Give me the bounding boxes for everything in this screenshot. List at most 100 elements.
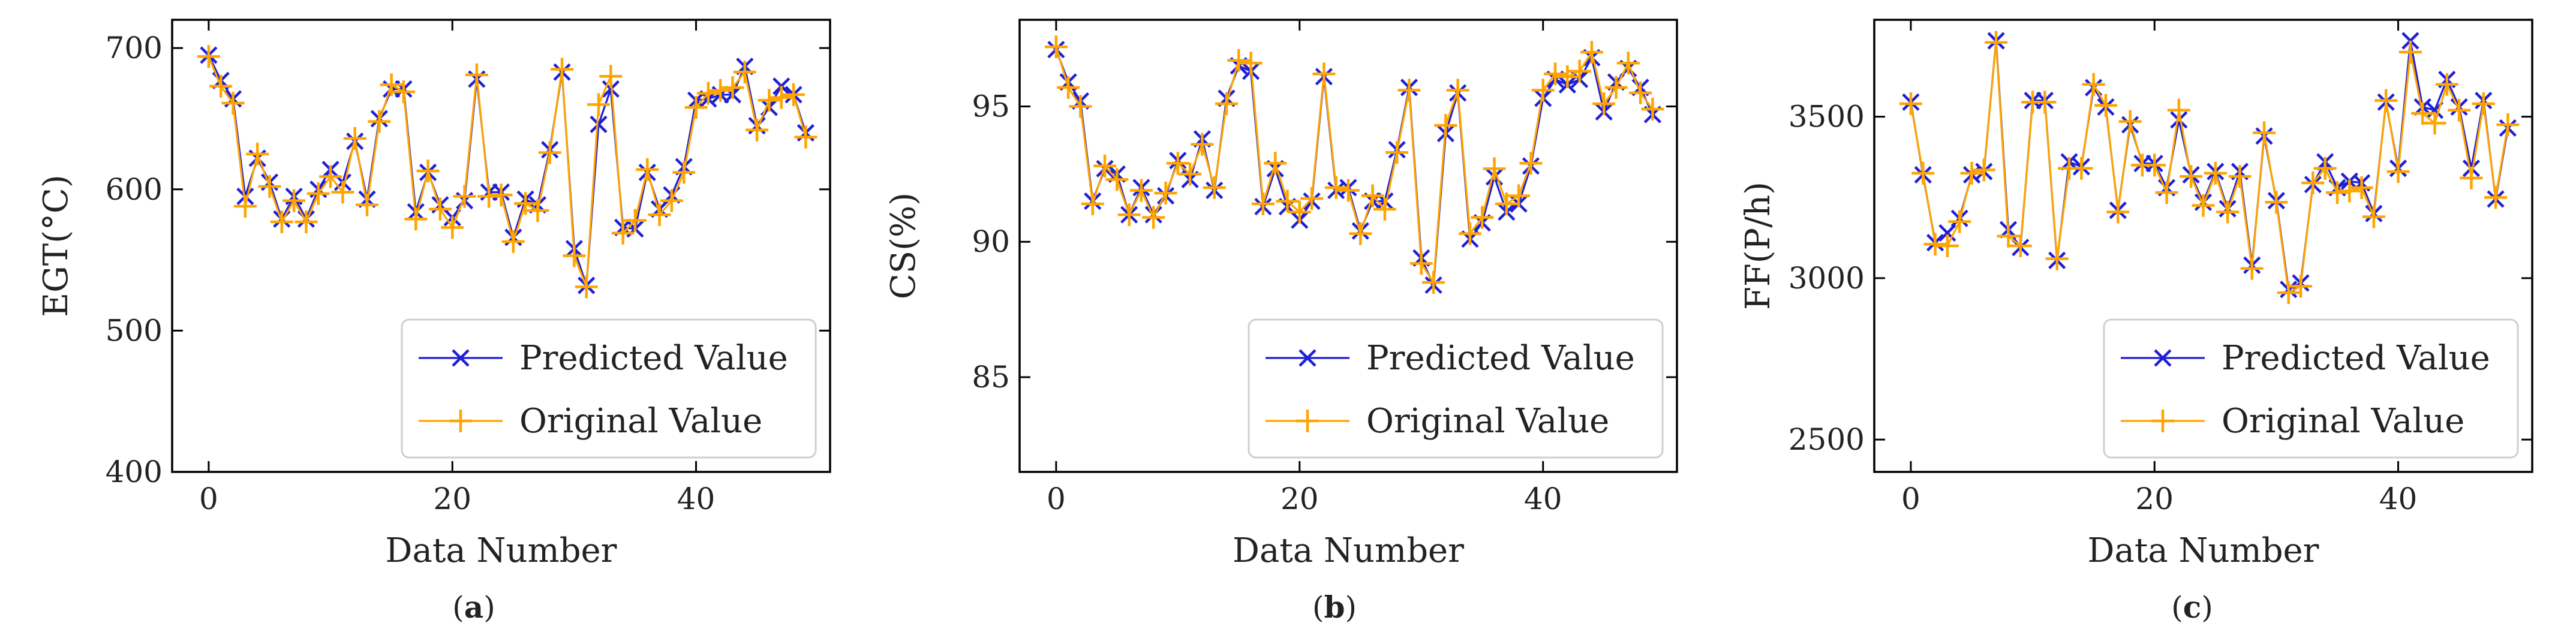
data-point (696, 82, 720, 105)
caption-letter: a (464, 589, 483, 625)
legend-marker (2154, 349, 2172, 367)
data-point (2094, 94, 2117, 117)
data-point (453, 185, 476, 208)
y-tick-label: 600 (106, 172, 163, 207)
data-point (611, 221, 635, 245)
data-point (782, 83, 805, 106)
series-line (1055, 46, 1654, 285)
data-point (1288, 200, 1311, 224)
y-tick-label: 95 (972, 89, 1010, 124)
data-point (2374, 89, 2398, 112)
data-point (684, 96, 708, 119)
legend: Predicted Value Original Value (401, 318, 817, 459)
legend-marker (1298, 349, 1316, 367)
data-point (1409, 252, 1433, 275)
legend-entry-original: Original Value (419, 402, 762, 441)
x-tick-label: 40 (1524, 481, 1562, 516)
data-point (660, 189, 683, 212)
data-point (1264, 152, 1287, 175)
data-point (501, 230, 525, 253)
legend-entry-original: Original Value (2121, 402, 2464, 441)
caption-suffix: ) (483, 590, 495, 625)
chart-panel-c: 0 20 40 2500 3000 3500 Data Number FF(P/h) (c) Pr… (1739, 19, 2533, 625)
legend: Predicted Value Original Value (1248, 318, 1664, 459)
series-original (197, 45, 817, 299)
data-point (648, 203, 671, 227)
data-point (2277, 281, 2300, 305)
y-tick-label: 90 (972, 224, 1010, 259)
data-point (2082, 73, 2105, 96)
data-point (319, 165, 342, 188)
x-tick-label: 40 (2379, 481, 2418, 516)
legend-label: Predicted Value (519, 339, 788, 378)
data-point (1385, 141, 1409, 164)
data-point (282, 189, 306, 212)
x-tick-label: 0 (199, 481, 218, 516)
legend-label: Original Value (2222, 402, 2464, 441)
data-point (2033, 91, 2057, 114)
x-tick-label: 20 (1281, 481, 1319, 516)
data-point (563, 244, 586, 267)
data-point (1972, 158, 1995, 182)
data-point (404, 207, 428, 231)
data-point (2423, 112, 2446, 135)
caption-prefix: ( (452, 590, 464, 625)
series-original (1899, 31, 2520, 305)
data-point (1935, 234, 1959, 257)
data-point (1422, 270, 1445, 294)
legend-entry-predicted: Predicted Value (2121, 339, 2490, 378)
legend-entry-predicted: Predicted Value (419, 339, 788, 378)
data-point (1117, 203, 1141, 227)
data-point (1458, 222, 1481, 245)
plot-frame (1873, 19, 2533, 473)
series-line (208, 56, 807, 287)
data-point (1985, 31, 2008, 54)
caption-suffix: ) (1345, 590, 1357, 625)
data-point (1227, 49, 1251, 72)
data-point (526, 199, 549, 222)
x-tick-label: 0 (1901, 481, 1920, 516)
data-point (2204, 161, 2227, 185)
legend-label: Predicted Value (2222, 339, 2490, 378)
data-point (1044, 35, 1068, 59)
data-point (221, 92, 245, 115)
data-point (1203, 176, 1226, 199)
panel-caption: (a) (452, 589, 495, 625)
data-point (2118, 110, 2142, 133)
legend-box (2103, 318, 2519, 459)
y-tick-label: 3500 (1789, 100, 1865, 134)
data-point (514, 192, 537, 215)
data-point (2253, 121, 2276, 145)
caption-prefix: ( (2171, 590, 2183, 625)
data-point (489, 183, 513, 207)
data-point (2496, 113, 2520, 137)
data-point (1997, 224, 2020, 248)
panel-caption: (c) (2171, 589, 2213, 625)
data-point (794, 125, 817, 149)
data-point (2350, 176, 2373, 200)
data-point (1239, 52, 1263, 75)
data-point (1154, 181, 1177, 204)
data-point (2009, 234, 2032, 257)
caption-suffix: ) (2201, 590, 2213, 625)
data-point (477, 185, 501, 208)
legend-label: Original Value (1366, 402, 1609, 441)
data-point (1899, 92, 1922, 116)
data-point (2460, 166, 2483, 189)
data-point (1081, 192, 1104, 216)
data-point (392, 80, 415, 104)
data-point (746, 118, 769, 142)
data-point (2472, 92, 2495, 116)
data-point (1629, 81, 1652, 104)
x-tick-label: 40 (677, 481, 716, 516)
data-point (1276, 189, 1299, 213)
caption-letter: c (2183, 589, 2201, 625)
data-point (1434, 114, 1457, 137)
data-point (428, 197, 452, 221)
x-axis-label: Data Number (2088, 531, 2319, 570)
data-point (1495, 192, 1518, 216)
x-axis-label: Data Number (386, 531, 617, 570)
data-point (356, 193, 379, 216)
data-point (1471, 206, 1494, 229)
